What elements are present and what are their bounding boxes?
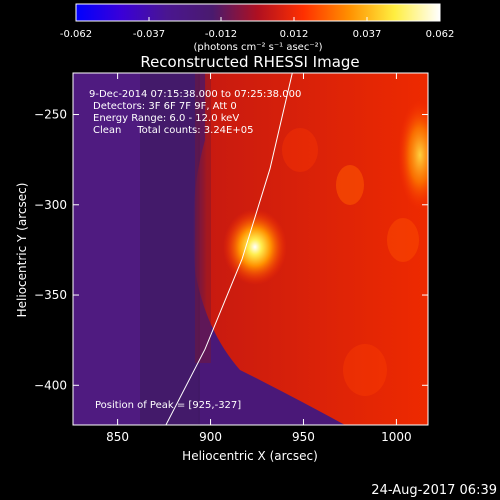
- y-tick-label: −300: [34, 198, 67, 212]
- x-tick-label: 900: [199, 430, 222, 444]
- annotation-detectors: Detectors: 3F 6F 7F 9F, Att 0: [93, 101, 237, 112]
- colorbar-tick-label: -0.037: [133, 29, 165, 40]
- x-tick-label: 950: [292, 430, 315, 444]
- colorbar-tick-label: 0.037: [353, 29, 382, 40]
- annotation-total-counts: Clean Total counts: 3.24E+05: [93, 125, 253, 136]
- limb-glow: [398, 100, 428, 210]
- x-axis-ticks: [117, 73, 397, 425]
- colorbar-tick-label: 0.062: [426, 29, 455, 40]
- solar-disk-emission: [192, 73, 428, 425]
- peak-position-label: Position of Peak = [925,-327]: [95, 400, 241, 411]
- y-axis-ticks: [73, 114, 428, 386]
- annotation-time-range: 9-Dec-2014 07:15:38.000 to 07:25:38.000: [89, 89, 301, 100]
- solar-limb-line: [165, 73, 293, 425]
- colorbar-tick-label: -0.062: [60, 29, 92, 40]
- x-axis-tick-labels: 850 900 950 1000: [106, 430, 412, 444]
- colorbar-tick-label: -0.012: [205, 29, 237, 40]
- colorbar-unit-label: (photons cm⁻² s⁻¹ asec⁻²): [193, 42, 322, 53]
- colorbar-ticks: [75, 17, 441, 21]
- chart-title: Reconstructed RHESSI Image: [140, 53, 359, 71]
- plot-frame: [72, 72, 429, 426]
- x-tick-label: 850: [106, 430, 129, 444]
- colorbar: [75, 3, 441, 22]
- colorbar-tick-label: 0.012: [280, 29, 309, 40]
- y-tick-label: −350: [34, 288, 67, 302]
- annotation-energy-range: Energy Range: 6.0 - 12.0 keV: [93, 113, 239, 124]
- y-tick-label: −400: [34, 378, 67, 392]
- x-axis-label: Heliocentric X (arcsec): [182, 449, 318, 463]
- x-tick-label: 1000: [381, 430, 412, 444]
- y-axis-tick-labels: −250 −300 −350 −400: [34, 108, 67, 393]
- timestamp: 24-Aug-2017 06:39: [371, 483, 497, 498]
- image-area: [73, 73, 428, 425]
- y-tick-label: −250: [34, 108, 67, 122]
- peak-source: [223, 209, 287, 285]
- y-axis-label: Heliocentric Y (arcsec): [15, 183, 29, 318]
